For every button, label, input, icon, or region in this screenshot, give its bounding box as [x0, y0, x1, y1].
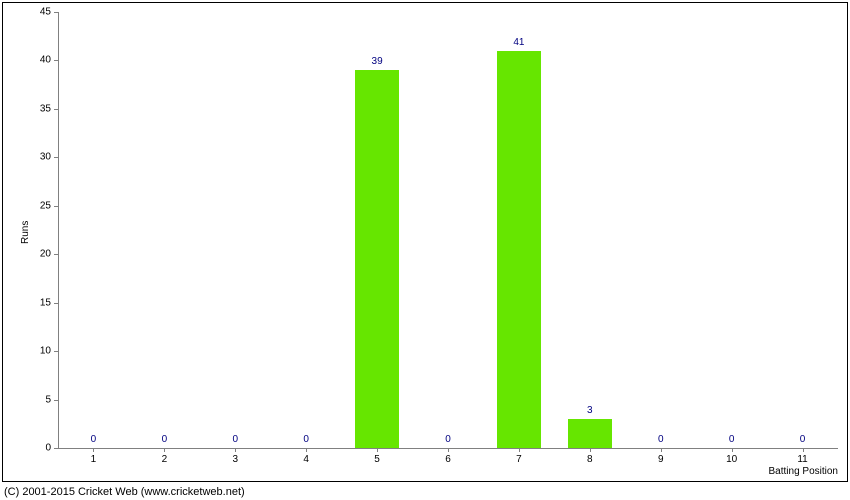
y-tick-mark: [54, 254, 58, 255]
x-tick-mark: [377, 448, 378, 452]
bar-value-label: 0: [91, 434, 97, 445]
x-tick-mark: [164, 448, 165, 452]
y-tick-mark: [54, 60, 58, 61]
copyright-text: (C) 2001-2015 Cricket Web (www.cricketwe…: [4, 486, 245, 498]
bar: [355, 70, 399, 448]
x-tick-label: 10: [726, 454, 737, 465]
x-axis-title: Batting Position: [769, 466, 839, 477]
y-tick-label: 35: [40, 103, 51, 114]
bar-value-label: 39: [372, 56, 383, 67]
y-tick-label: 30: [40, 152, 51, 163]
x-tick-label: 6: [445, 454, 451, 465]
chart-container: 0000390413000 051015202530354045 1234567…: [0, 0, 850, 500]
x-tick-mark: [590, 448, 591, 452]
x-tick-label: 5: [374, 454, 380, 465]
x-tick-mark: [661, 448, 662, 452]
y-tick-mark: [54, 448, 58, 449]
bar-value-label: 0: [232, 434, 238, 445]
x-tick-mark: [803, 448, 804, 452]
x-tick-mark: [235, 448, 236, 452]
x-tick-mark: [448, 448, 449, 452]
bar-value-label: 0: [658, 434, 664, 445]
bar-value-label: 0: [445, 434, 451, 445]
x-tick-label: 7: [516, 454, 522, 465]
y-tick-label: 40: [40, 55, 51, 66]
y-tick-mark: [54, 400, 58, 401]
bar-value-label: 0: [162, 434, 168, 445]
plot-area: 0 0 0 0 39 0 41 3 0 0 0: [58, 12, 838, 448]
y-tick-mark: [54, 351, 58, 352]
x-tick-label: 8: [587, 454, 593, 465]
x-tick-label: 11: [797, 454, 807, 465]
y-tick-mark: [54, 12, 58, 13]
y-tick-mark: [54, 157, 58, 158]
bar-value-label: 0: [800, 434, 806, 445]
bar: [568, 419, 612, 448]
x-tick-mark: [93, 448, 94, 452]
y-tick-label: 10: [40, 346, 51, 357]
y-axis-line: [58, 12, 59, 448]
y-tick-label: 15: [40, 297, 51, 308]
y-tick-label: 45: [40, 7, 51, 18]
y-axis-title: Runs: [20, 221, 31, 244]
y-tick-mark: [54, 303, 58, 304]
y-tick-label: 5: [45, 394, 51, 405]
x-tick-mark: [519, 448, 520, 452]
x-tick-mark: [732, 448, 733, 452]
y-tick-label: 25: [40, 200, 51, 211]
y-tick-mark: [54, 109, 58, 110]
bar-value-label: 3: [587, 405, 593, 416]
x-tick-label: 4: [303, 454, 309, 465]
x-tick-label: 9: [658, 454, 664, 465]
x-tick-mark: [306, 448, 307, 452]
x-tick-label: 2: [162, 454, 168, 465]
y-tick-label: 20: [40, 249, 51, 260]
y-tick-mark: [54, 206, 58, 207]
bar: [497, 51, 541, 448]
bar-value-label: 0: [303, 434, 309, 445]
y-tick-label: 0: [45, 443, 51, 454]
x-tick-label: 1: [91, 454, 97, 465]
bar-value-label: 0: [729, 434, 735, 445]
bar-value-label: 41: [513, 37, 524, 48]
x-tick-label: 3: [232, 454, 238, 465]
